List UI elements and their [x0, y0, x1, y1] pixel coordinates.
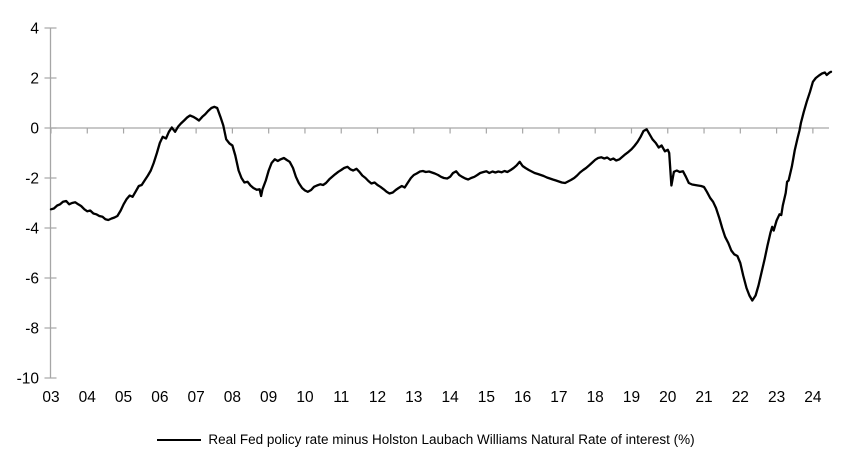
data-series-line: [49, 70, 833, 302]
x-tick-label: 23: [768, 389, 785, 406]
y-tick-label: 2: [30, 71, 39, 88]
y-tick-label: 0: [30, 121, 39, 138]
x-tick-label: 14: [441, 389, 459, 406]
x-tick-label: 07: [187, 389, 204, 406]
y-tick-label: -4: [25, 221, 39, 238]
x-tick-label: 03: [42, 389, 59, 406]
x-tick-label: 06: [151, 389, 168, 406]
y-tick-label: 4: [30, 21, 39, 38]
x-tick-label: 04: [79, 389, 97, 406]
x-tick-label: 05: [115, 389, 132, 406]
x-tick-label: 16: [514, 389, 531, 406]
x-tick-label: 10: [296, 389, 314, 406]
x-tick-label: 17: [550, 389, 567, 406]
x-tick-label: 18: [587, 389, 604, 406]
y-tick-label: -6: [25, 271, 39, 288]
y-tick-label: -2: [25, 171, 39, 188]
y-tick-label: -10: [17, 371, 40, 388]
x-tick-label: 24: [804, 389, 822, 406]
x-tick-label: 21: [695, 389, 712, 406]
legend-label: Real Fed policy rate minus Holston Lauba…: [208, 432, 695, 447]
x-tick-label: 09: [260, 389, 277, 406]
y-tick-label: -8: [25, 321, 39, 338]
legend-line-swatch: [157, 438, 202, 441]
x-tick-label: 19: [623, 389, 640, 406]
chart-legend: Real Fed policy rate minus Holston Lauba…: [0, 432, 852, 447]
x-tick-label: 15: [478, 389, 495, 406]
x-tick-label: 12: [369, 389, 386, 406]
x-tick-label: 13: [405, 389, 422, 406]
x-tick-label: 20: [659, 389, 677, 406]
x-tick-label: 11: [333, 389, 349, 406]
x-tick-label: 08: [224, 389, 241, 406]
x-tick-label: 22: [732, 389, 749, 406]
